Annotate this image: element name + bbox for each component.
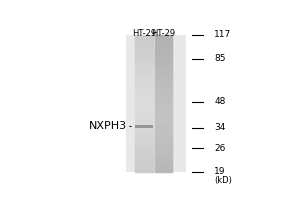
Text: 85: 85 <box>214 54 226 63</box>
Text: HT-29: HT-29 <box>132 29 156 38</box>
Text: 19: 19 <box>214 167 226 176</box>
Text: (kD): (kD) <box>214 176 232 185</box>
Bar <box>155 125 172 128</box>
Text: HT-29: HT-29 <box>152 29 176 38</box>
Text: 117: 117 <box>214 30 232 39</box>
Text: 26: 26 <box>214 144 226 153</box>
Text: 48: 48 <box>214 97 226 106</box>
Text: 34: 34 <box>214 123 226 132</box>
Bar <box>135 125 153 128</box>
Bar <box>126 35 186 172</box>
Text: NXPH3: NXPH3 <box>89 121 127 131</box>
